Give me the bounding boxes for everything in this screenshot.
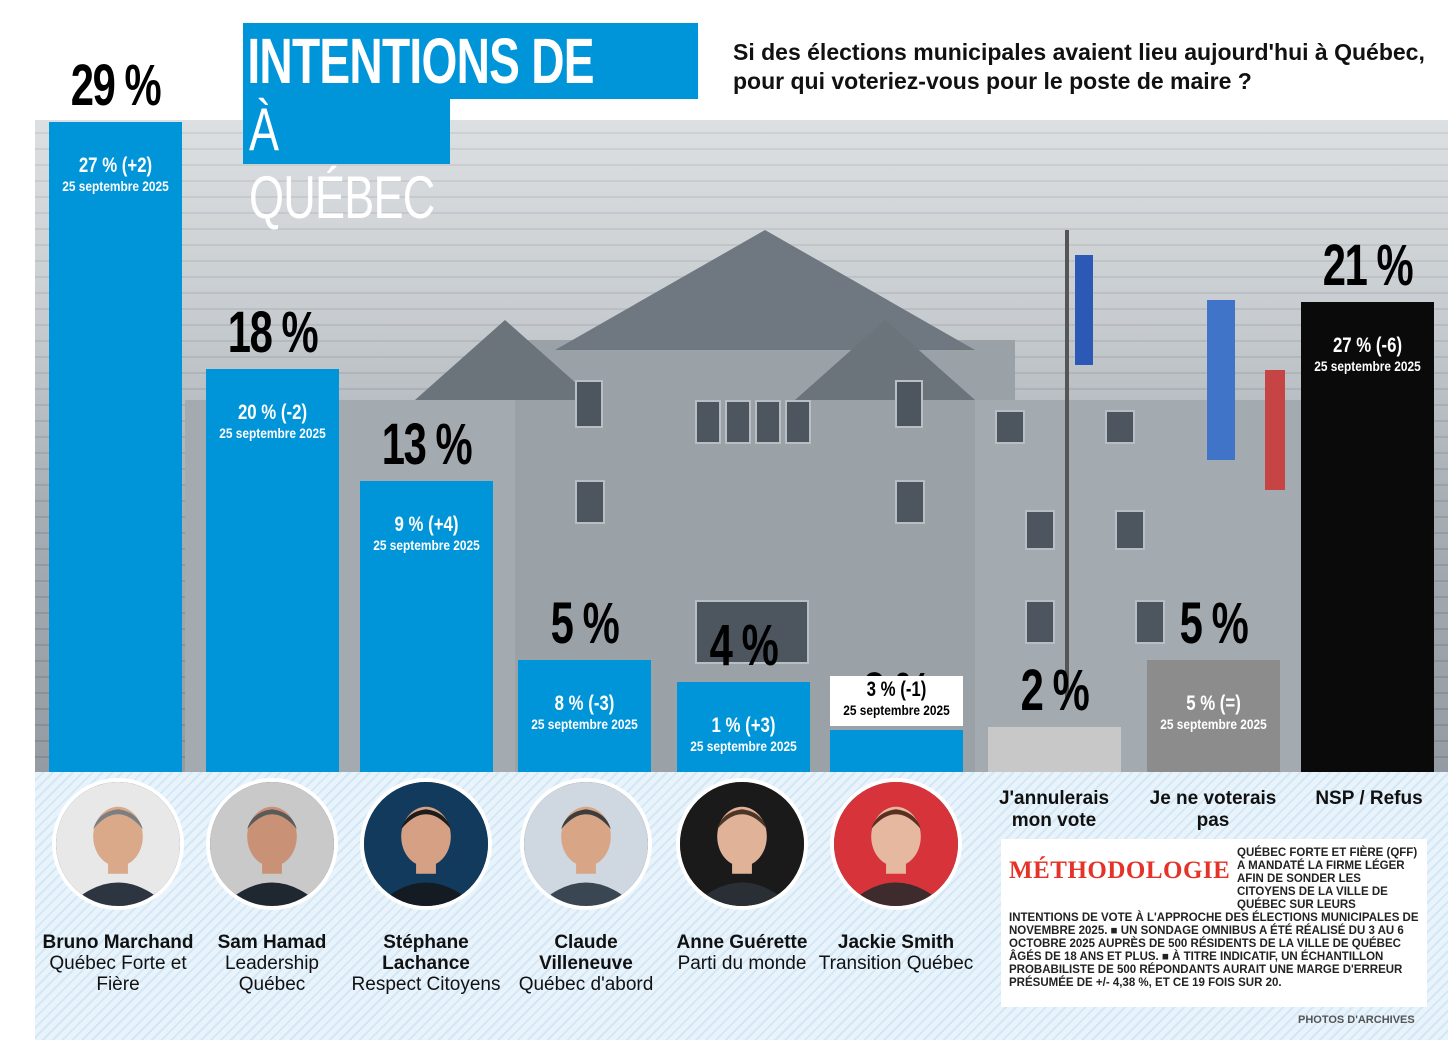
previous-value: 27 % (-6): [1332, 333, 1403, 357]
previous-label-4: 8 % (-3) 25 septembre 2025: [518, 692, 651, 732]
previous-date: 25 septembre 2025: [1160, 716, 1267, 732]
value-label-5: 4 %: [709, 613, 779, 679]
bar-5: [677, 682, 810, 772]
previous-label-5: 1 % (+3) 25 septembre 2025: [677, 714, 810, 754]
candidate-name: Sam Hamad: [217, 932, 327, 953]
previous-label-3: 9 % (+4) 25 septembre 2025: [360, 513, 493, 553]
candidate-photo-2: [206, 778, 338, 910]
candidate-photo-4: [520, 778, 652, 910]
candidate-party: Leadership Québec: [224, 953, 320, 995]
value-label-3: 13 %: [381, 411, 473, 477]
previous-date: 25 septembre 2025: [843, 702, 950, 718]
previous-label-1: 27 % (+2) 25 septembre 2025: [49, 154, 182, 194]
previous-value: 27 % (+2): [78, 154, 153, 178]
previous-label-8: 5 % (=) 25 septembre 2025: [1147, 692, 1280, 732]
previous-date: 25 septembre 2025: [690, 738, 797, 755]
value-label-9: 21 %: [1322, 232, 1414, 298]
bar-8: [1147, 660, 1280, 772]
previous-value: 20 % (-2): [237, 400, 308, 424]
previous-value: 8 % (-3): [554, 692, 615, 715]
survey-question: Si des élections municipales avaient lie…: [733, 39, 1425, 94]
candidate-name: Bruno Marchand: [42, 932, 194, 953]
bar-9: [1301, 301, 1434, 772]
category-label-cancel: J'annulerais mon vote: [998, 788, 1110, 831]
candidate-name: Anne Guérette: [676, 932, 808, 953]
photo-credit: PHOTOS D'ARCHIVES: [1298, 1014, 1415, 1026]
previous-label-9: 27 % (-6) 25 septembre 2025: [1301, 334, 1434, 374]
value-label-1: 29 %: [70, 53, 162, 119]
candidate-label-3: Stéphane Lachance Respect Citoyens: [348, 932, 504, 995]
previous-label-box: [830, 676, 963, 726]
candidate-label-4: Claude Villeneuve Québec d'abord: [508, 932, 664, 995]
candidate-party: Respect Citoyens: [351, 974, 501, 995]
candidate-photo-3: [360, 778, 492, 910]
bar-7: [988, 727, 1121, 772]
title-line1: INTENTIONS DE VOTE: [243, 23, 699, 173]
value-label-2: 18 %: [227, 299, 319, 365]
previous-date: 25 septembre 2025: [219, 424, 326, 441]
candidate-label-1: Bruno Marchand Québec Forte et Fière: [40, 932, 196, 995]
previous-value: 1 % (+3): [711, 714, 776, 738]
candidate-label-6: Jackie Smith Transition Québec: [818, 932, 974, 974]
methodology-box: Québec Forte et Fière (QFF) a mandaté la…: [1001, 839, 1427, 1007]
previous-label-6: 3 % (-1) 25 septembre 2025: [830, 678, 963, 718]
value-label-7: 2 %: [1020, 658, 1090, 724]
methodology-title: MÉTHODOLOGIE: [1009, 857, 1231, 884]
candidate-party: Québec d'abord: [518, 974, 654, 995]
title-line2: À QUÉBEC: [243, 96, 450, 231]
previous-value: 5 % (=): [1186, 692, 1241, 715]
candidate-photo-5: [676, 778, 808, 910]
candidate-photo-1: [52, 778, 184, 910]
previous-value: 9 % (+4): [394, 512, 459, 536]
candidate-label-2: Sam Hamad Leadership Québec: [194, 932, 350, 995]
bar-4: [518, 660, 651, 772]
candidate-party: Québec Forte et Fière: [49, 953, 187, 995]
bar-6: [830, 730, 963, 772]
previous-label-2: 20 % (-2) 25 septembre 2025: [206, 401, 339, 441]
candidate-name: Jackie Smith: [837, 932, 955, 953]
previous-date: 25 septembre 2025: [531, 716, 638, 732]
previous-date: 25 septembre 2025: [1314, 357, 1421, 374]
bar-1: [49, 122, 182, 772]
value-label-8: 5 %: [1179, 591, 1249, 656]
candidate-photo-6: [830, 778, 962, 910]
methodology-text: Québec Forte et Fière (QFF) a mandaté la…: [1009, 847, 1419, 989]
candidate-party: Parti du monde: [677, 953, 807, 974]
bar-3: [360, 480, 493, 772]
previous-date: 25 septembre 2025: [373, 536, 480, 553]
candidate-party: Transition Québec: [818, 953, 974, 974]
candidate-label-5: Anne Guérette Parti du monde: [664, 932, 820, 974]
category-label-no-vote: Je ne voterais pas: [1149, 788, 1277, 831]
category-label-nsp: NSP / Refus: [1315, 788, 1423, 809]
value-label-4: 5 %: [550, 591, 620, 656]
previous-date: 25 septembre 2025: [62, 178, 169, 195]
previous-value: 3 % (-1): [866, 678, 927, 701]
bar-2: [206, 368, 339, 772]
candidate-name: Stéphane Lachance: [382, 932, 470, 974]
candidate-name: Claude Villeneuve: [539, 932, 633, 974]
